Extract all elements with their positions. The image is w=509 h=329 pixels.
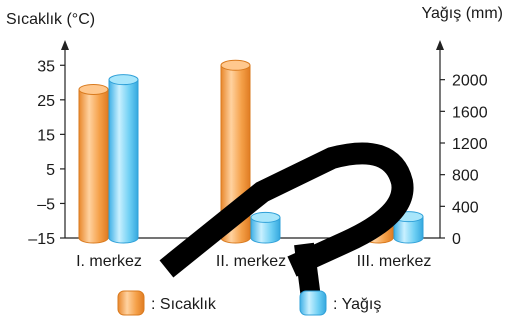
- bar-top-sıcaklık-2: [220, 59, 251, 71]
- x-category-label: II. merkez: [216, 253, 286, 270]
- right-tick-label: 2000: [452, 73, 488, 90]
- left-tick-label: 35: [37, 58, 55, 75]
- left-axis-arrow: [61, 40, 69, 50]
- left-tick-label: –15: [28, 231, 55, 248]
- right-axis-label: Yağış (mm): [422, 5, 503, 22]
- legend-label-sicaklik: : Sıcaklık: [151, 296, 217, 313]
- left-axis-ticks: 35 25 15 5 –5 –15: [28, 58, 65, 248]
- x-category-label: I. merkez: [76, 253, 142, 270]
- left-tick-label: –5: [37, 196, 55, 213]
- x-category-label: III. merkez: [357, 253, 432, 270]
- right-tick-label: 800: [452, 168, 479, 185]
- left-tick-label: 25: [37, 93, 55, 110]
- right-axis-arrow: [436, 40, 444, 50]
- left-tick-label: 15: [37, 127, 55, 144]
- x-axis-labels: I. merkez II. merkez III. merkez: [76, 253, 431, 270]
- right-tick-label: 400: [452, 199, 479, 216]
- right-tick-label: 1200: [452, 136, 488, 153]
- bar-top-yağış-1: [108, 74, 139, 86]
- bars-group: [78, 59, 424, 244]
- legend-swatch-sicaklik: [117, 290, 145, 316]
- bar-top-sıcaklık-1: [78, 83, 109, 95]
- legend-swatch-yagis: [299, 290, 327, 316]
- bar-yağış-2: [250, 216, 281, 244]
- bar-yağış-1: [108, 79, 139, 244]
- left-axis-label: Sıcaklık (°C): [6, 11, 95, 28]
- watermark-logo: [159, 142, 414, 308]
- bar-yağış-3: [393, 216, 424, 244]
- right-axis-ticks: 2000 1600 1200 800 400 0: [440, 73, 488, 248]
- right-tick-label: 1600: [452, 104, 488, 121]
- bar-sıcaklık-1: [78, 88, 109, 244]
- bar-top-yağış-2: [250, 211, 281, 223]
- right-tick-label: 0: [452, 231, 461, 248]
- left-tick-label: 5: [46, 162, 55, 179]
- legend: : Sıcaklık : Yağış: [117, 290, 381, 316]
- legend-label-yagis: : Yağış: [333, 296, 381, 313]
